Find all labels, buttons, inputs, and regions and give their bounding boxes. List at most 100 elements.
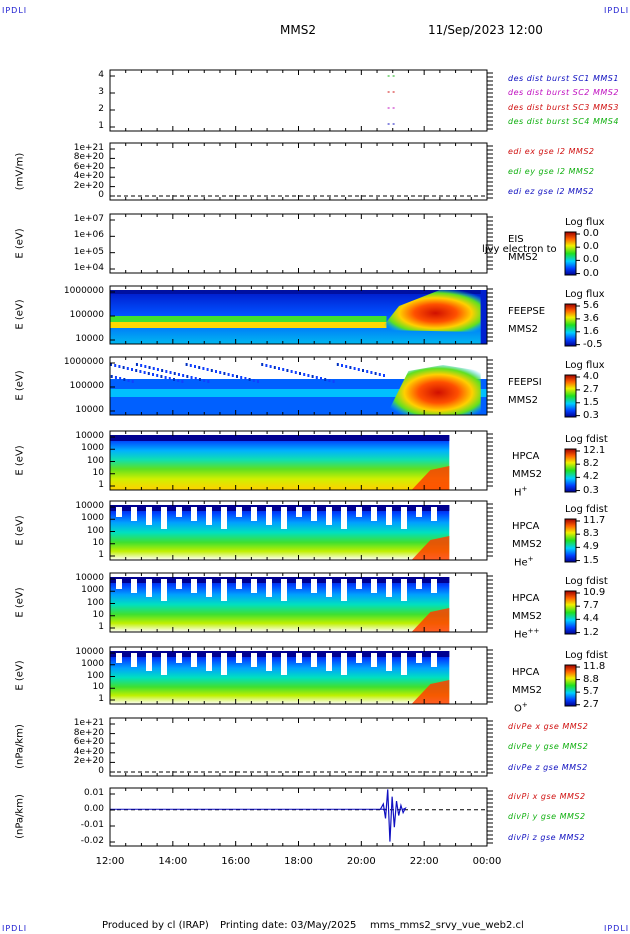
feepsi-speckle bbox=[320, 377, 322, 380]
colorbar-value: 1.5 bbox=[583, 554, 599, 566]
feepsi-speckle bbox=[269, 365, 272, 368]
spacecraft-label: MMS2 bbox=[512, 685, 542, 696]
y-tick-label: 0 bbox=[98, 190, 104, 200]
feepsi-speckle bbox=[131, 368, 133, 371]
feepsi-speckle bbox=[140, 364, 143, 367]
y-tick-label: 10 bbox=[92, 682, 104, 693]
hpca-data-gap bbox=[341, 507, 347, 529]
hpca-data-gap bbox=[131, 579, 137, 593]
hpca-data-gap bbox=[116, 579, 122, 589]
hpca-data-gap bbox=[146, 579, 152, 597]
hpca-hot-region bbox=[411, 680, 450, 704]
feepsi-speckle bbox=[194, 377, 197, 380]
hpca-data-gap bbox=[251, 653, 257, 667]
y-tick-label: 10000 bbox=[75, 573, 104, 583]
feepsi-speckle bbox=[378, 373, 381, 376]
hpca-top-band bbox=[110, 505, 450, 511]
hpca-data-gap bbox=[296, 653, 302, 663]
y-tick-label: 4e+20 bbox=[73, 171, 104, 182]
y-tick-label: 3 bbox=[98, 87, 104, 97]
footer-printing-date: Printing date: 03/May/2025 bbox=[220, 920, 357, 931]
feepsi-speckle bbox=[207, 380, 210, 383]
hpca-data-gap bbox=[371, 579, 377, 593]
colorbar-value: 0.3 bbox=[583, 484, 599, 496]
colorbar-title: Log fdist bbox=[565, 650, 608, 661]
hpca-data-gap bbox=[431, 507, 437, 521]
colorbar-value: 8.3 bbox=[583, 528, 599, 540]
feepsi-speckle bbox=[143, 371, 146, 374]
x-tick-label: 00:00 bbox=[472, 856, 502, 867]
y-tick-label: 1e+05 bbox=[73, 246, 104, 257]
hpca-data-gap bbox=[431, 653, 437, 667]
hpca-data-gap bbox=[386, 507, 392, 525]
y-tick-label: 4 bbox=[98, 70, 104, 80]
hpca-top-band bbox=[110, 435, 450, 441]
feepsi-speckle bbox=[215, 370, 217, 373]
hpca-data-gap bbox=[371, 653, 377, 667]
colorbar-value: 5.7 bbox=[583, 686, 599, 698]
y-tick-label: 1e+07 bbox=[73, 214, 104, 224]
feepsi-speckle bbox=[324, 378, 327, 381]
feepsi-speckle bbox=[126, 367, 129, 370]
feepsi-speckle bbox=[227, 373, 230, 376]
legend-entry: des dist burst SC3 MMS3 bbox=[508, 102, 619, 112]
feepsi-speckle bbox=[164, 376, 167, 379]
y-tick-label: 10000 bbox=[75, 431, 104, 441]
y-tick-label: 10 bbox=[92, 537, 104, 548]
hpca-data-gap bbox=[356, 507, 362, 517]
feepsi-speckle bbox=[202, 367, 205, 370]
hpca-data-gap bbox=[416, 653, 422, 663]
feepsi-speckle bbox=[248, 378, 251, 381]
panel-frame bbox=[109, 213, 488, 274]
y-tick-label: 1e+04 bbox=[73, 263, 104, 273]
colorbar-value: 1.6 bbox=[583, 325, 599, 337]
hpca-data-gap bbox=[296, 507, 302, 517]
feepsi-speckle bbox=[148, 366, 151, 369]
colorbar-value: 2.7 bbox=[583, 698, 599, 710]
colorbar-value: 7.7 bbox=[583, 600, 599, 612]
feepsi-speckle bbox=[186, 375, 189, 378]
y-tick-label: 1 bbox=[98, 622, 104, 632]
y-tick-label: 0 bbox=[98, 766, 104, 776]
y-tick-label: 10000 bbox=[75, 501, 104, 511]
colorbar-value: 4.0 bbox=[583, 371, 599, 382]
feepsi-band bbox=[110, 389, 487, 397]
hpca-data-gap bbox=[146, 507, 152, 525]
spacecraft-label: MMS2 bbox=[512, 611, 542, 622]
feepsi-speckle bbox=[332, 380, 335, 383]
hpca-data-gap bbox=[266, 507, 272, 525]
hpca-data-gap bbox=[206, 579, 212, 597]
y-tick-label: 0.01 bbox=[83, 788, 104, 798]
colorbar-value: 0.0 bbox=[583, 254, 599, 266]
feepsi-speckle bbox=[190, 376, 193, 379]
instrument-label: EIS bbox=[508, 234, 524, 245]
feepsi-speckle bbox=[135, 363, 138, 366]
feepsi-speckle bbox=[161, 369, 164, 372]
hpca-data-gap bbox=[266, 653, 272, 671]
y-tick-label: 1000000 bbox=[63, 286, 104, 296]
feepse-low-energy-band bbox=[110, 322, 387, 328]
feepsi-speckle bbox=[257, 380, 259, 383]
hpca-data-gap bbox=[176, 653, 182, 663]
feepsi-speckle bbox=[122, 366, 125, 369]
feepsi-speckle bbox=[370, 371, 373, 374]
feepsi-speckle bbox=[336, 363, 339, 366]
hpca-data-gap bbox=[311, 579, 317, 593]
y-tick-label: 1 bbox=[98, 121, 104, 131]
y-tick-label: 10000 bbox=[75, 334, 104, 344]
spacecraft-title: MMS2 bbox=[280, 23, 316, 37]
corner-label-bottom-left: IPDLI bbox=[2, 924, 28, 933]
legend-entry: des dist burst SC2 MMS2 bbox=[508, 88, 619, 98]
y-axis-label: (nPa/km) bbox=[14, 794, 26, 839]
hpca-data-gap bbox=[401, 653, 407, 675]
hpca-data-gap bbox=[176, 507, 182, 517]
species-label: He+ bbox=[514, 555, 534, 569]
y-tick-label: 8e+20 bbox=[73, 152, 104, 163]
hpca-data-gap bbox=[146, 653, 152, 671]
hpca-data-gap bbox=[281, 507, 287, 529]
colorbar bbox=[564, 590, 577, 635]
hpca-data-gap bbox=[191, 507, 197, 521]
footer-produced-by: Produced by cl (IRAP) bbox=[102, 920, 209, 931]
feepsi-speckle bbox=[299, 372, 301, 375]
hpca-data-gap bbox=[206, 507, 212, 525]
